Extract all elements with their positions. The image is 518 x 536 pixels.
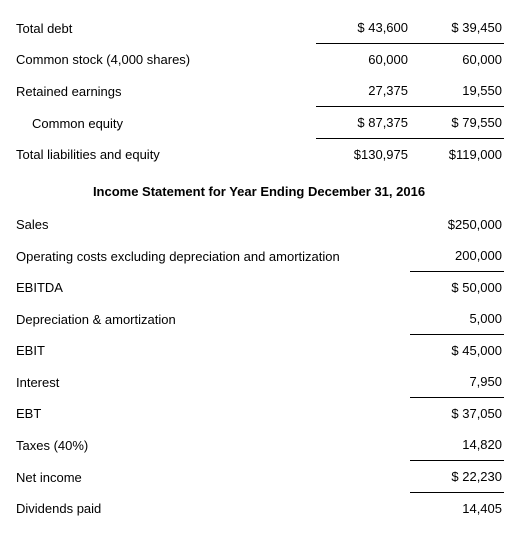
row-value: 200,000	[410, 240, 504, 272]
row-label: Depreciation & amortization	[14, 303, 410, 335]
table-row: Net income$ 22,230	[14, 461, 504, 493]
table-row: Operating costs excluding depreciation a…	[14, 240, 504, 272]
table-row: Sales$250,000	[14, 209, 504, 240]
row-value: 14,405	[410, 493, 504, 525]
table-row: Interest7,950	[14, 366, 504, 398]
row-value-2: $ 79,550	[410, 107, 504, 139]
row-value: 7,950	[410, 366, 504, 398]
table-row: Total debt$ 43,600$ 39,450	[14, 12, 504, 44]
row-value: $ 45,000	[410, 335, 504, 367]
row-label: EBIT	[14, 335, 410, 367]
table-row: Dividends paid14,405	[14, 493, 504, 525]
row-label: Common stock (4,000 shares)	[14, 44, 316, 76]
row-value-2: 60,000	[410, 44, 504, 76]
row-value-1: 27,375	[316, 75, 410, 107]
row-value-2: $119,000	[410, 139, 504, 171]
table-row: Depreciation & amortization5,000	[14, 303, 504, 335]
row-label: Retained earnings	[14, 75, 316, 107]
row-value: $ 50,000	[410, 272, 504, 304]
table-row: EBT$ 37,050	[14, 398, 504, 430]
table-row: Common stock (4,000 shares)60,00060,000	[14, 44, 504, 76]
table-row: Common equity$ 87,375$ 79,550	[14, 107, 504, 139]
row-value-1: $130,975	[316, 139, 410, 171]
row-label: Net income	[14, 461, 410, 493]
income-statement-title: Income Statement for Year Ending Decembe…	[14, 170, 504, 209]
row-value-2: $ 39,450	[410, 12, 504, 44]
row-label: Dividends paid	[14, 493, 410, 525]
income-statement-table: Sales$250,000Operating costs excluding d…	[14, 209, 504, 524]
row-value: 5,000	[410, 303, 504, 335]
row-label: EBITDA	[14, 272, 410, 304]
row-label: Sales	[14, 209, 410, 240]
row-value-1: $ 87,375	[316, 107, 410, 139]
row-label: EBT	[14, 398, 410, 430]
row-value-2: 19,550	[410, 75, 504, 107]
row-label: Taxes (40%)	[14, 429, 410, 461]
row-value-1: $ 43,600	[316, 12, 410, 44]
row-value: 14,820	[410, 429, 504, 461]
table-row: Taxes (40%)14,820	[14, 429, 504, 461]
row-label: Operating costs excluding depreciation a…	[14, 240, 410, 272]
table-row: Total liabilities and equity$130,975$119…	[14, 139, 504, 171]
row-value-1: 60,000	[316, 44, 410, 76]
row-label: Total liabilities and equity	[14, 139, 316, 171]
row-label: Total debt	[14, 12, 316, 44]
row-value: $ 37,050	[410, 398, 504, 430]
table-row: EBITDA$ 50,000	[14, 272, 504, 304]
row-label: Common equity	[14, 107, 316, 139]
balance-sheet-table: Total debt$ 43,600$ 39,450Common stock (…	[14, 12, 504, 170]
table-row: Retained earnings27,37519,550	[14, 75, 504, 107]
table-row: EBIT$ 45,000	[14, 335, 504, 367]
row-label: Interest	[14, 366, 410, 398]
row-value: $ 22,230	[410, 461, 504, 493]
row-value: $250,000	[410, 209, 504, 240]
